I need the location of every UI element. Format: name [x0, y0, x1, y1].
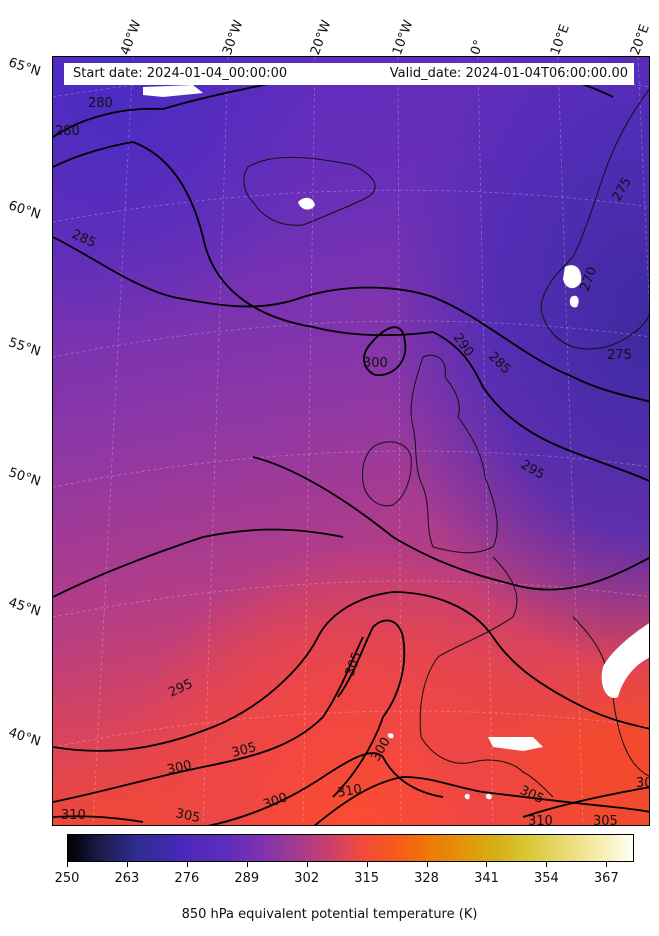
start-date-text: Start date: 2024-01-04_00:00:00 [73, 66, 288, 81]
colorbar-tick [67, 862, 68, 867]
western-europe-outline [419, 556, 554, 798]
colorbar-label: 850 hPa equivalent potential temperature… [181, 907, 478, 922]
lat-label-45n: 45°N [6, 595, 43, 620]
contour-285b [53, 141, 434, 337]
contour-label: 300 [166, 758, 193, 778]
colorbar-tick [606, 862, 608, 867]
great-britain-outline [410, 354, 498, 554]
colorbar-tick-label: 263 [114, 871, 140, 886]
lat-label-50n: 50°N [6, 465, 43, 490]
contour-label: 310 [528, 814, 553, 826]
lon-label-0: 0° [468, 38, 488, 58]
lon-label-10w: 10°W [390, 18, 417, 58]
contour-300-loop [363, 326, 407, 376]
ireland-outline [362, 441, 412, 507]
colorbar-tick-label: 354 [533, 871, 559, 886]
contour-290 [432, 331, 649, 482]
colorbar-tick-label: 367 [593, 871, 619, 886]
theta-e-field: 280 280 285 300 290 285 295 275 270 275 … [53, 57, 650, 826]
contour-305b [207, 752, 444, 825]
lon-label-40w: 40°W [118, 18, 145, 58]
colorbar-tick [546, 862, 548, 867]
map-panel: 280 280 285 300 290 285 295 275 270 275 … [52, 56, 650, 826]
colorbar-tick [366, 862, 368, 867]
contour-300 [53, 591, 649, 752]
lon-label-30w: 30°W [220, 18, 247, 58]
colorbar-tick [486, 862, 488, 867]
colorbar-tick [426, 862, 428, 867]
contour-305c [522, 786, 649, 818]
colorbar-tick [246, 862, 248, 867]
iceland-outline [243, 156, 376, 226]
lat-label-40n: 40°N [6, 725, 43, 750]
contour-label: 280 [55, 124, 80, 139]
lon-label-10e: 10°E [548, 22, 573, 58]
contour-310 [314, 776, 649, 825]
norway-outline [540, 88, 649, 350]
colorbar-tick [186, 862, 188, 867]
colorbar-tick [126, 862, 128, 867]
contour-label: 300 [363, 356, 388, 371]
contour-295b [53, 528, 344, 598]
colorbar-tick [306, 862, 308, 867]
lat-label-55n: 55°N [6, 335, 43, 360]
date-header: Start date: 2024-01-04_00:00:00 Valid_da… [64, 63, 634, 85]
valid-date-text: Valid_date: 2024-01-04T06:00:00.00 [389, 66, 628, 81]
warm-air-south [53, 57, 649, 825]
lon-label-20e: 20°E [628, 22, 653, 58]
contour-label: 275 [607, 348, 632, 363]
contour-285 [53, 236, 649, 403]
missing-data-patches [143, 85, 649, 800]
colorbar-tick-label: 341 [474, 871, 499, 886]
contour-label: 30 [636, 776, 650, 791]
contour-295 [252, 456, 649, 591]
lat-label-60n: 60°N [6, 198, 43, 223]
lon-label-20w: 20°W [308, 18, 335, 58]
colorbar-tick-label: 302 [294, 871, 320, 886]
contour-label: 280 [88, 96, 113, 111]
colorbar-tick-label: 315 [354, 871, 380, 886]
contour-310b [53, 815, 144, 823]
lat-label-65n: 65°N [6, 55, 43, 80]
contour-305a [53, 636, 364, 803]
contour-label: 310 [336, 782, 363, 801]
contour-label: 310 [61, 808, 86, 823]
colorbar-tick-label: 328 [414, 871, 439, 886]
contour-label: 305 [230, 740, 258, 761]
contour-label: 305 [174, 806, 201, 826]
contour-label: 305 [593, 814, 618, 826]
colorbar-tick-label: 250 [54, 871, 80, 886]
colorbar-tick-label: 289 [234, 871, 260, 886]
colorbar-tick-label: 276 [174, 871, 200, 886]
contour-305-loop [332, 619, 406, 798]
colorbar [67, 834, 634, 862]
coastlines [243, 88, 649, 798]
